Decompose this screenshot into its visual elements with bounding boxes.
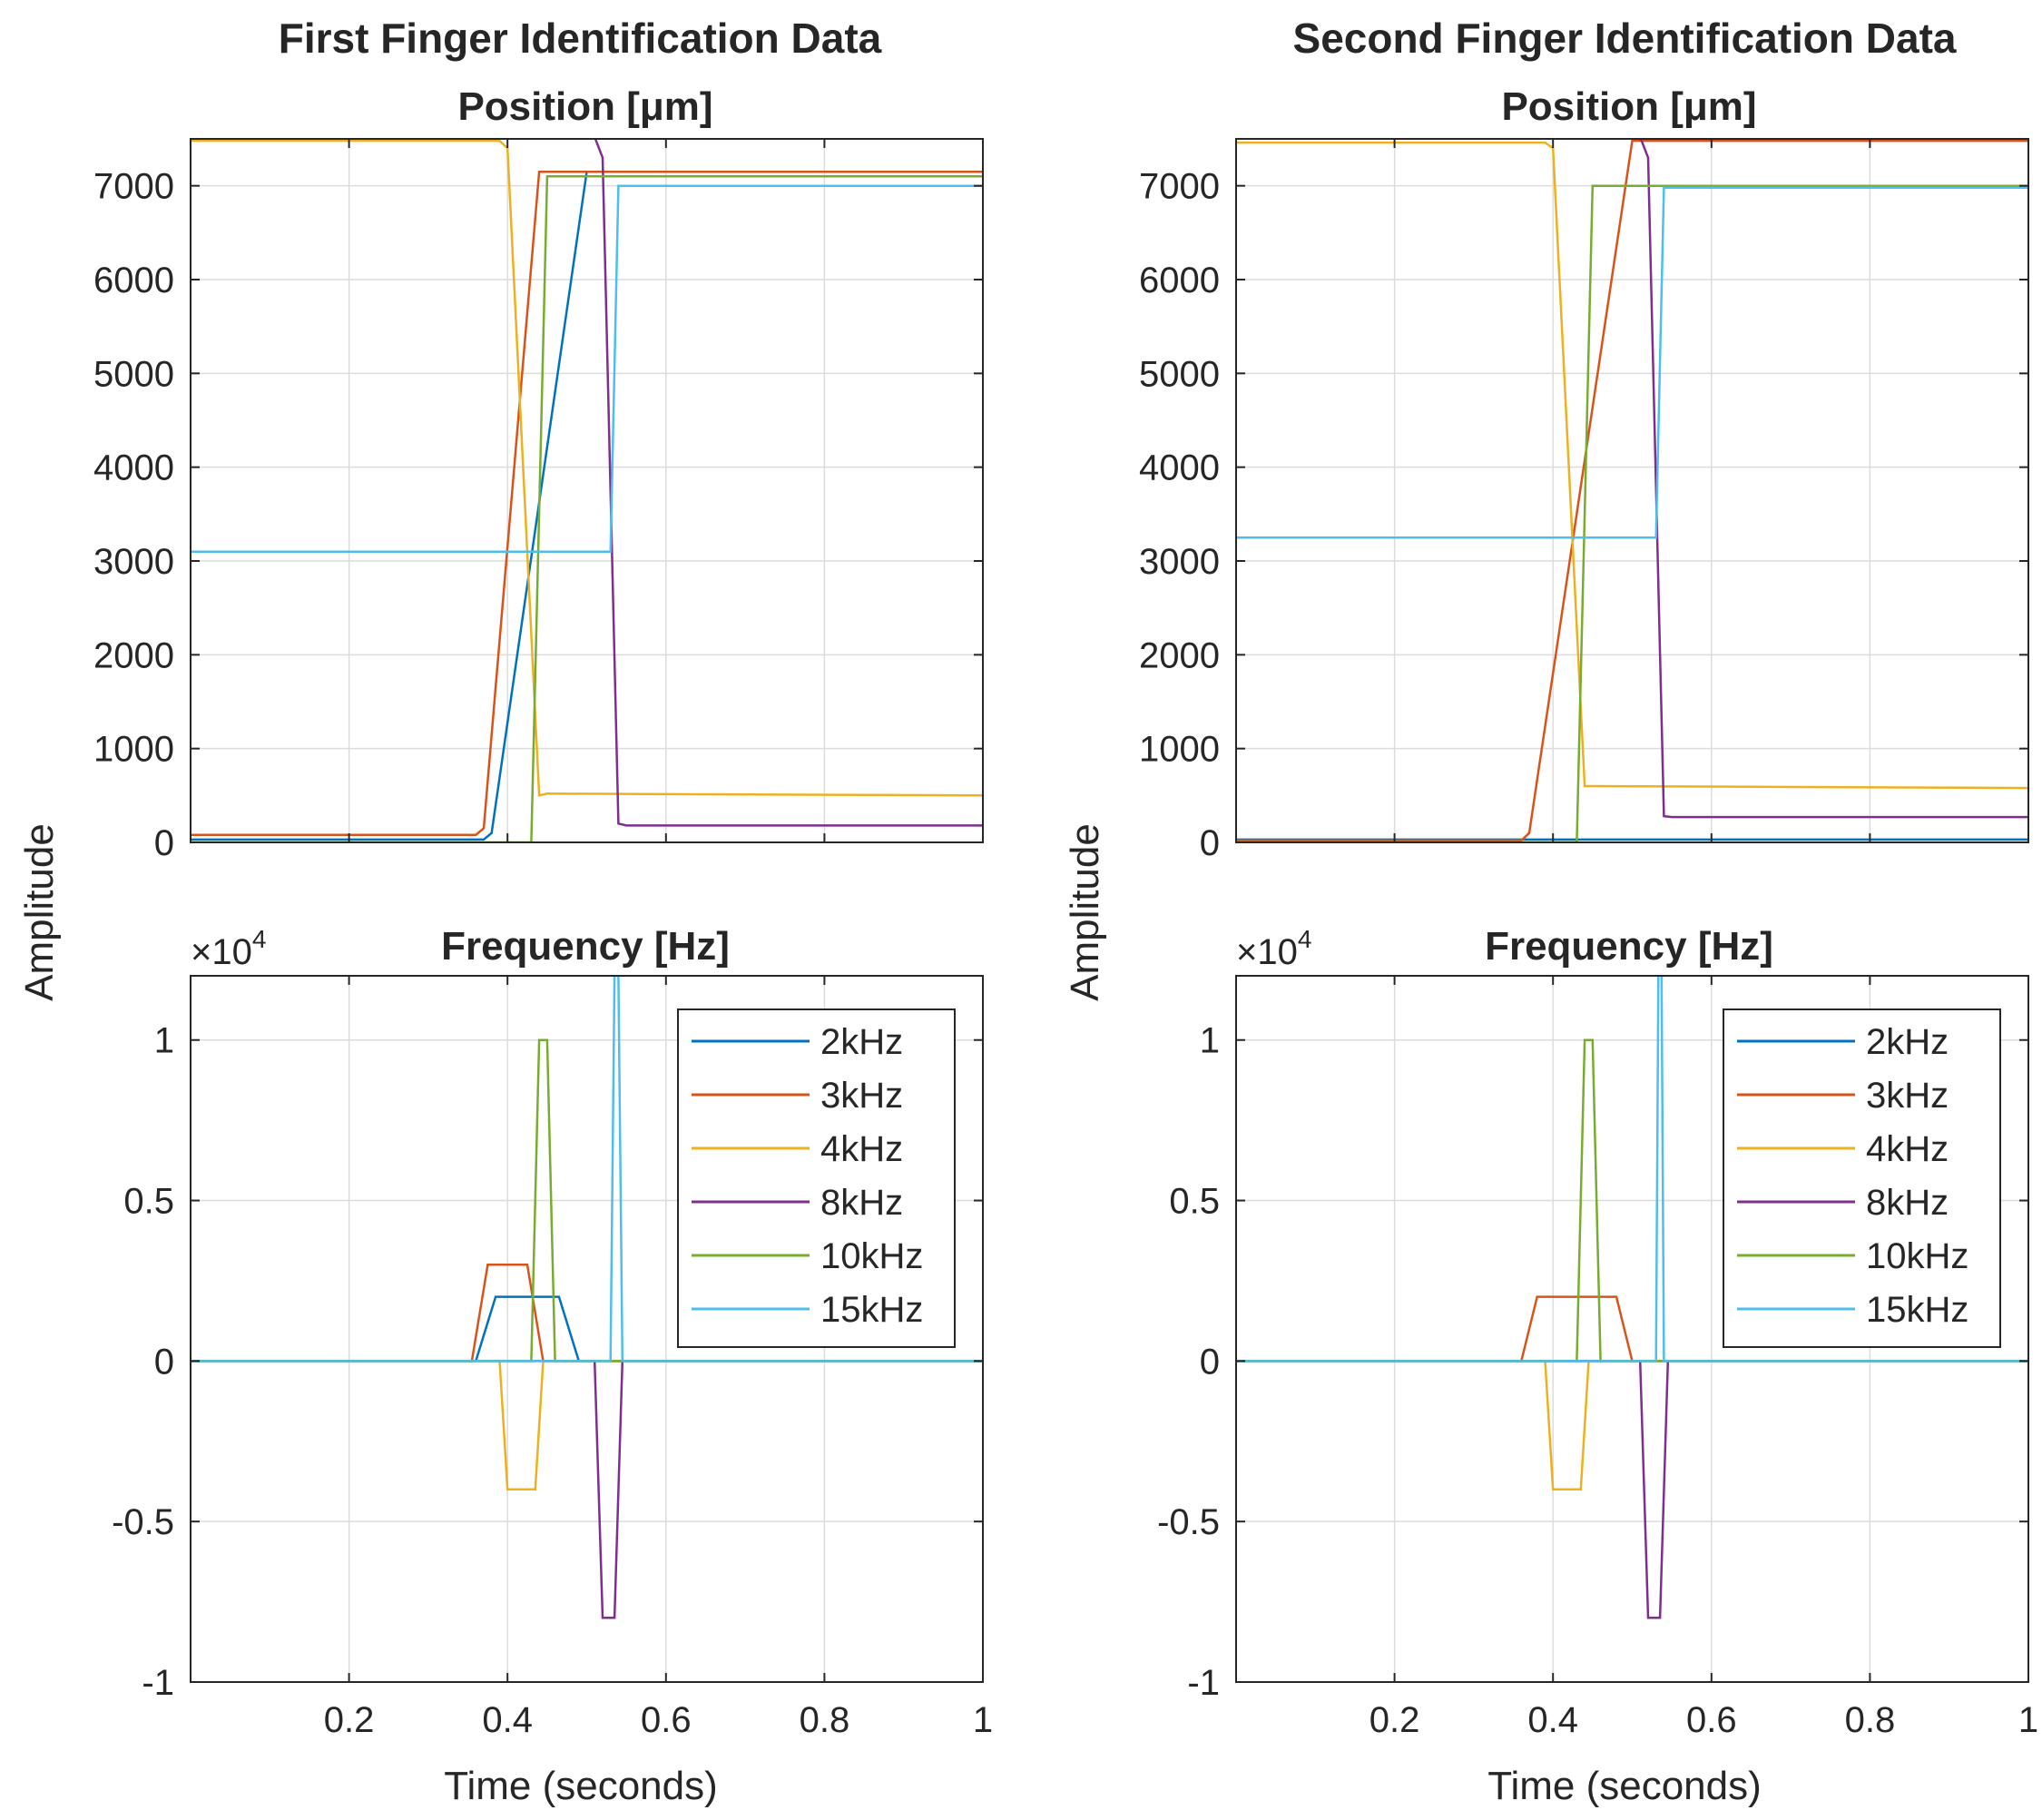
right-freq-ytick-label-2: 0 [1200,1342,1220,1382]
right-freq-xtick-label-3: 0.8 [1845,1700,1896,1740]
right-freq-xtick-label-1: 0.4 [1527,1700,1578,1740]
right-freq-legend-label-4kHz: 4kHz [1866,1129,1949,1169]
left-freq-series-4kHz [191,1360,983,1491]
right-position-subtitle: Position [μm] [1501,84,1756,129]
right-freq-xtick-label-2: 0.6 [1686,1700,1737,1740]
left-freq-legend-label-8kHz: 8kHz [820,1183,903,1223]
right-pos-series-4kHz [1236,141,2028,790]
right-pos-ytick-label-2: 2000 [1139,635,1220,675]
right-freq-legend-label-2kHz: 2kHz [1866,1022,1949,1062]
left-exponent-label: ×104 [191,925,266,972]
left-freq-series-8kHz [191,1360,983,1619]
right-freq-legend-label-8kHz: 8kHz [1866,1183,1949,1223]
left-pos-ytick-label-7: 7000 [93,167,174,207]
left-pos-ytick-label-2: 2000 [93,635,174,675]
left-freq-xtick-label-0: 0.2 [324,1700,375,1740]
right-pos-frame [1235,138,2029,843]
left-freq-ytick-label-4: 1 [154,1021,174,1061]
right-pos-ytick-label-6: 6000 [1139,261,1220,300]
left-xlabel: Time (seconds) [444,1764,718,1808]
left-pos-ytick-label-6: 6000 [93,261,174,300]
right-xlabel: Time (seconds) [1487,1764,1762,1808]
left-freq-legend-label-15kHz: 15kHz [820,1290,923,1330]
left-pos-series-group [191,139,983,842]
right-pos-ytick-label-7: 7000 [1139,167,1220,207]
right-freq-series-15kHz [1236,976,2028,1363]
left-freq-xtick-label-1: 0.4 [482,1700,533,1740]
right-freq-legend: 2kHz 3kHz 4kHz 8kHz 10kHz 15kHz [1723,1008,2001,1348]
left-freq-series-15kHz [191,976,983,1363]
right-freq-ytick-label-0: -1 [1187,1663,1220,1703]
right-pos-ytick-label-1: 1000 [1139,730,1220,770]
left-pos-series-15kHz [191,184,983,553]
left-frequency-subtitle: Frequency [Hz] [441,924,730,969]
left-exponent-base: ×10 [191,932,252,972]
left-freq-legend-label-4kHz: 4kHz [820,1129,903,1169]
right-pos-series-8kHz [1639,139,2028,819]
right-freq-series-group [1236,976,2028,1619]
left-pos-series-8kHz [594,139,983,827]
left-position-subtitle: Position [μm] [457,84,712,129]
left-exponent-power: 4 [252,925,267,953]
left-pos-ytick-label-5: 5000 [93,354,174,394]
left-freq-ytick-label-3: 0.5 [123,1182,174,1222]
left-freq-xtick-label-4: 1 [973,1700,993,1740]
right-freq-series-8kHz [1236,1360,2028,1619]
left-freq-legend-label-10kHz: 10kHz [820,1236,923,1276]
right-figure-title: Second Finger Identification Data [1293,15,1957,62]
left-pos-ytick-label-0: 0 [154,823,174,863]
right-freq-ytick-label-1: -0.5 [1157,1502,1220,1542]
right-pos-ytick-label-4: 4000 [1139,448,1220,488]
right-pos-series-3kHz [1236,139,2028,842]
left-pos-series-4kHz [191,139,983,797]
right-pos-ytick-label-5: 5000 [1139,354,1220,394]
left-freq-xtick-label-3: 0.8 [800,1700,850,1740]
right-exponent-base: ×10 [1236,932,1298,972]
left-pos-series-10kHz [191,175,983,842]
right-freq-legend-label-15kHz: 15kHz [1866,1290,1968,1330]
left-freq-legend-label-3kHz: 3kHz [820,1076,903,1116]
right-freq-ytick-label-4: 1 [1200,1021,1220,1061]
right-freq-frame [1235,975,2029,1683]
right-frequency-subtitle: Frequency [Hz] [1485,924,1773,969]
left-freq-ytick-label-2: 0 [154,1342,174,1382]
left-freq-legend-label-2kHz: 2kHz [820,1022,903,1062]
left-pos-ytick-label-1: 1000 [93,730,174,770]
right-pos-series-group [1236,139,2028,842]
left-freq-ytick-label-1: -0.5 [112,1502,174,1542]
right-freq-axes: -1 -0.5 0 0.5 1 0.2 0.4 0.6 0.8 1 2kHz 3kHz 4kHz 8kHz… [1157,975,2038,1740]
left-freq-series-group [191,976,983,1619]
right-pos-ytick-label-3: 3000 [1139,542,1220,582]
left-freq-xtick-label-2: 0.6 [641,1700,692,1740]
right-freq-xtick-label-4: 1 [2018,1700,2038,1740]
right-pos-series-10kHz [1236,184,2028,842]
left-freq-axes: -1 -0.5 0 0.5 1 0.2 0.4 0.6 0.8 1 2kHz 3kHz 4kHz 8kHz… [112,975,993,1740]
left-pos-series-2kHz [191,170,983,841]
right-freq-legend-box [1723,1008,2001,1348]
right-pos-axes: 0 1000 2000 3000 4000 5000 6000 7000 [1139,138,2029,863]
left-freq-frame [190,975,984,1683]
left-pos-ytick-label-3: 3000 [93,542,174,582]
right-ylabel: Amplitude [1063,823,1107,1001]
left-pos-frame [190,138,984,843]
right-freq-legend-label-10kHz: 10kHz [1866,1236,1968,1276]
left-pos-axes: 0 1000 2000 3000 4000 5000 6000 7000 [93,138,984,863]
left-freq-legend: 2kHz 3kHz 4kHz 8kHz 10kHz 15kHz [677,1008,956,1348]
left-freq-ytick-label-0: -1 [142,1663,174,1703]
left-pos-ytick-label-4: 4000 [93,448,174,488]
right-freq-xtick-label-0: 0.2 [1370,1700,1420,1740]
left-ylabel: Amplitude [17,823,62,1001]
left-pos-series-3kHz [191,170,983,836]
left-freq-legend-box [677,1008,956,1348]
right-freq-legend-label-3kHz: 3kHz [1866,1076,1949,1116]
right-freq-ytick-label-3: 0.5 [1169,1182,1220,1222]
right-exponent-label: ×104 [1236,925,1311,972]
left-figure-title: First Finger Identification Data [279,15,882,62]
right-pos-ytick-label-0: 0 [1200,823,1220,863]
right-exponent-power: 4 [1298,925,1312,953]
right-freq-series-4kHz [1236,1360,2028,1491]
right-pos-series-15kHz [1236,186,2028,539]
